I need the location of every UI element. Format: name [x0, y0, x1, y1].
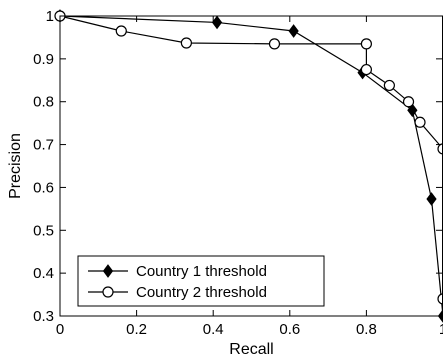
y-tick-label-4: 0.7	[33, 137, 54, 154]
y-tick-label-1: 0.4	[33, 265, 54, 282]
series-2-point-4	[360, 38, 372, 50]
y-tick-label-7: 1	[46, 8, 54, 25]
y-tick-label-5: 0.8	[33, 94, 54, 111]
legend: Country 1 threshold Country 2 threshold	[77, 255, 325, 307]
y-tick-label-3: 0.6	[33, 179, 54, 196]
x-tick-label-5: 1	[439, 321, 443, 338]
series-2-point-9	[437, 143, 443, 155]
series-2-point-5	[360, 63, 372, 76]
series-2-point-7	[402, 96, 415, 108]
series-1-point-5	[426, 192, 437, 206]
x-tick-label-1: 0.2	[126, 321, 147, 338]
y-tick-label-0: 0.3	[33, 308, 54, 325]
tick-labels: 0 0.2 0.4 0.6 0.8 1 0.3 0.4 0.5 0.6 0.7 0.8 0.9 1	[33, 8, 443, 338]
legend-entry-country-2: Country 2 threshold	[136, 284, 267, 301]
y-axis-label: Precision	[7, 133, 24, 199]
series-markers	[54, 9, 443, 323]
y-tick-label-2: 0.5	[33, 222, 54, 239]
legend-marker-country-2	[102, 286, 114, 298]
series-2-point-10	[437, 293, 443, 305]
x-tick-label-4: 0.8	[356, 321, 377, 338]
legend-entry-country-1: Country 1 threshold	[136, 263, 267, 280]
series-2-point-6	[383, 79, 395, 92]
series-1-point-1	[211, 15, 223, 30]
series-2-point-1	[115, 25, 127, 37]
y-tick-label-6: 0.9	[33, 51, 54, 68]
legend-marker-shape-2	[102, 286, 114, 298]
x-tick-label-2: 0.4	[203, 321, 224, 338]
x-tick-label-3: 0.6	[279, 321, 300, 338]
x-axis-label: Recall	[229, 341, 273, 358]
series-2-point-3	[268, 38, 281, 50]
series-1-point-2	[288, 24, 299, 38]
legend-marker-shape-1	[102, 264, 114, 278]
legend-box	[77, 255, 325, 307]
x-tick-label-0: 0	[56, 321, 64, 338]
legend-marker-country-1	[102, 264, 114, 278]
series-2-point-2	[180, 37, 192, 49]
series-1-point-4	[407, 103, 418, 118]
series-2-point-8	[414, 116, 426, 128]
